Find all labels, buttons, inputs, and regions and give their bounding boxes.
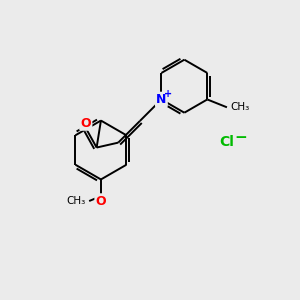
Text: Cl: Cl (219, 135, 234, 149)
Text: O: O (80, 116, 91, 130)
Text: CH₃: CH₃ (230, 102, 249, 112)
Text: −: − (234, 130, 247, 145)
Text: O: O (96, 194, 106, 208)
Text: CH₃: CH₃ (66, 196, 85, 206)
Text: N: N (156, 93, 167, 106)
Text: +: + (164, 88, 172, 99)
